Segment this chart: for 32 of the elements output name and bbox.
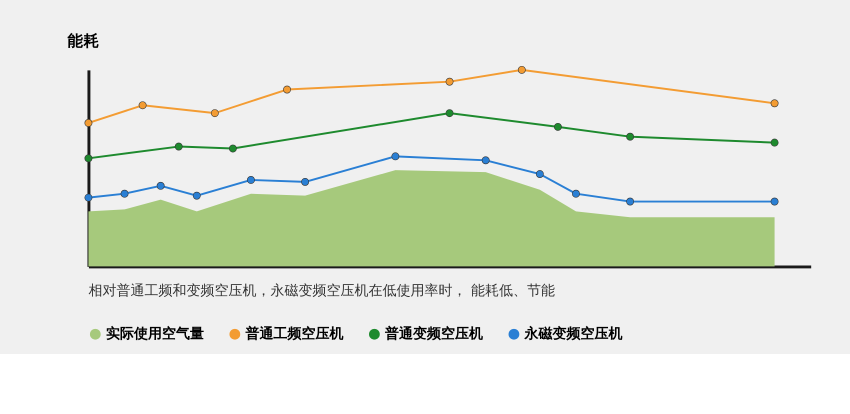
point <box>84 194 92 202</box>
point <box>210 109 219 118</box>
point <box>626 132 634 141</box>
point <box>84 154 92 162</box>
point <box>247 176 255 184</box>
point <box>626 198 634 206</box>
y-axis-title: 能耗 <box>67 30 100 50</box>
point <box>770 198 779 206</box>
legend-label: 实际使用空气量 <box>106 325 204 342</box>
point <box>770 99 779 108</box>
point <box>156 182 165 190</box>
point <box>572 190 580 198</box>
point <box>536 170 544 178</box>
point <box>482 156 490 164</box>
point <box>138 101 147 110</box>
point <box>770 138 779 147</box>
text: 相对普通工频和变频空压机，永磁变频空压机在低使用率时， 能耗低、节能 <box>88 282 555 299</box>
point <box>518 66 526 74</box>
legend-label: 普通工频空压机 <box>244 325 344 342</box>
point <box>554 122 562 131</box>
point <box>84 119 92 127</box>
point <box>174 142 183 150</box>
legend-label: 永磁变频空压机 <box>524 325 623 342</box>
legend-label: 普通变频空压机 <box>384 325 484 342</box>
point <box>301 178 310 186</box>
point <box>446 78 454 86</box>
point <box>391 152 400 160</box>
point <box>120 190 128 198</box>
point <box>228 144 237 152</box>
point <box>446 109 454 118</box>
point <box>283 86 291 94</box>
point <box>192 192 201 200</box>
